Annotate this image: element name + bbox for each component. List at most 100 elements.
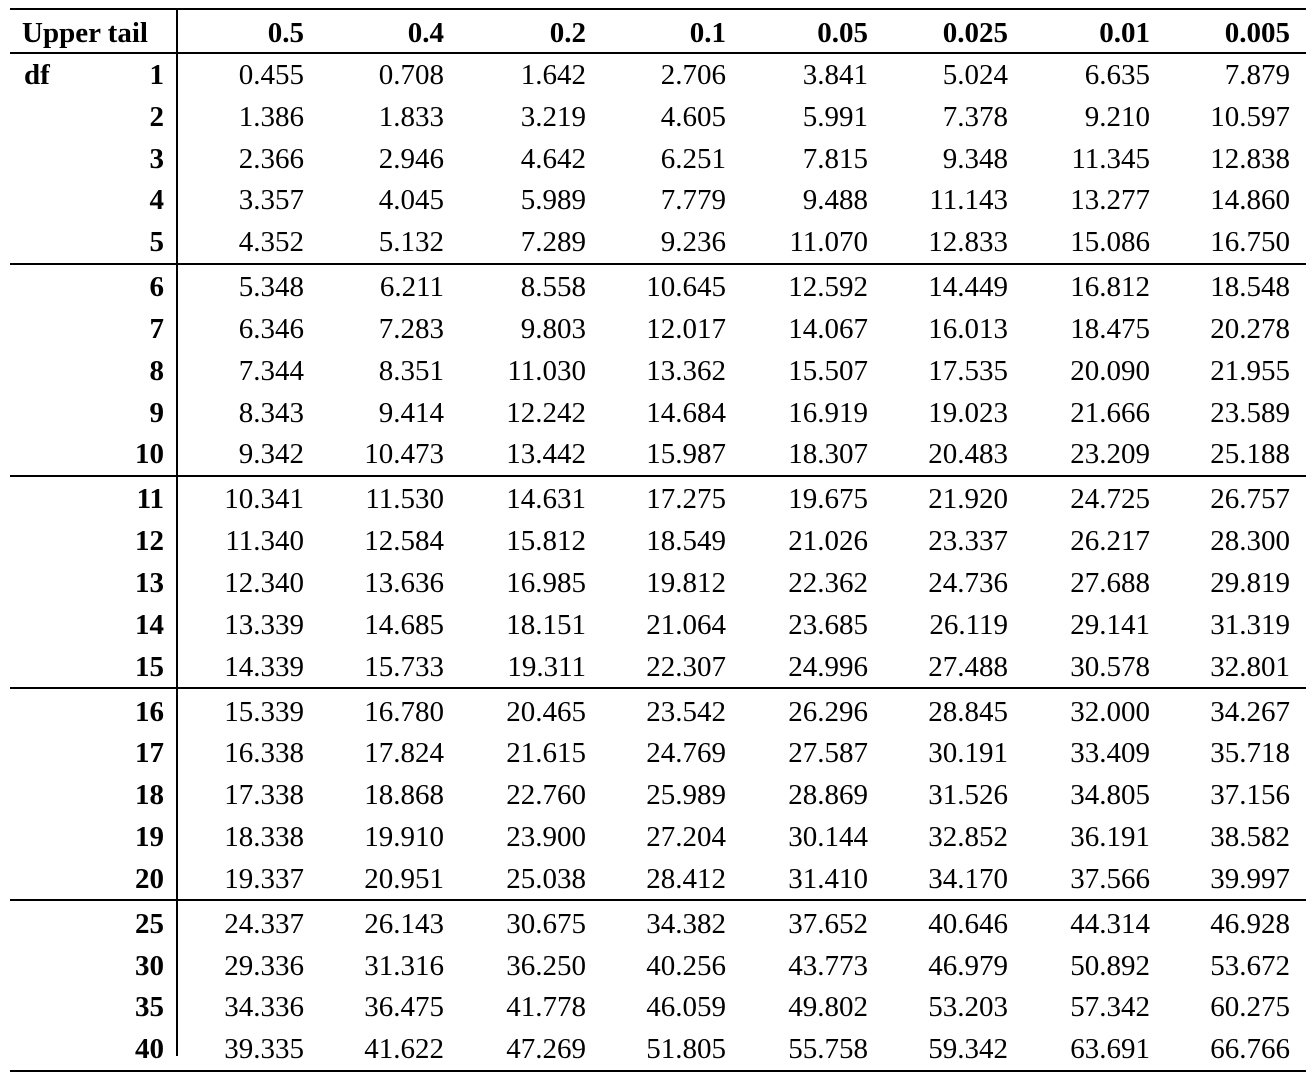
critical-value: 27.587 xyxy=(788,737,868,770)
header-row: Upper tail 0.5 0.4 0.2 0.1 0.05 0.025 0.… xyxy=(10,13,1306,53)
critical-value: 15.339 xyxy=(224,695,304,728)
critical-value: 5.989 xyxy=(520,184,586,217)
critical-value: 14.067 xyxy=(788,313,868,345)
critical-value: 10.645 xyxy=(646,271,726,304)
column-header: 0.5 xyxy=(267,17,304,49)
critical-value: 17.275 xyxy=(646,483,726,516)
df-value: 7 xyxy=(149,313,165,345)
critical-value: 0.455 xyxy=(238,59,304,91)
df-value: 13 xyxy=(135,567,164,599)
df-value: 4 xyxy=(149,184,165,217)
critical-value: 7.283 xyxy=(378,313,444,345)
critical-value: 31.526 xyxy=(928,779,1008,812)
critical-value: 23.685 xyxy=(788,608,868,641)
critical-value: 66.766 xyxy=(1210,1033,1290,1066)
df-value: 6 xyxy=(149,271,165,304)
table-row: 18 17.338 18.868 22.760 25.989 28.869 31.526 34… xyxy=(10,775,1306,815)
critical-value: 3.357 xyxy=(238,184,304,217)
critical-value: 28.845 xyxy=(928,695,1008,728)
critical-value: 6.635 xyxy=(1084,59,1150,91)
table-row: 1 0.455 0.708 1.642 2.706 3.841 5.024 6.635 7.87… xyxy=(10,55,1306,95)
table-row: 20 19.337 20.951 25.038 28.412 31.410 34.170 37… xyxy=(10,859,1306,899)
critical-value: 13.339 xyxy=(224,608,304,641)
table-row: 19 18.338 19.910 23.900 27.204 30.144 32.852 36… xyxy=(10,817,1306,857)
critical-value: 31.316 xyxy=(364,949,444,982)
critical-value: 13.362 xyxy=(646,354,726,387)
critical-value: 20.090 xyxy=(1070,354,1150,387)
critical-value: 36.250 xyxy=(506,949,586,982)
critical-value: 18.549 xyxy=(646,525,726,558)
critical-value: 21.064 xyxy=(646,608,726,641)
critical-value: 28.869 xyxy=(788,779,868,812)
critical-value: 18.475 xyxy=(1070,313,1150,345)
critical-value: 12.592 xyxy=(788,271,868,304)
df-value: 17 xyxy=(135,737,164,770)
critical-value: 37.652 xyxy=(788,907,868,940)
critical-value: 37.566 xyxy=(1070,862,1150,895)
critical-value: 13.277 xyxy=(1070,184,1150,217)
table-row: 2 1.386 1.833 3.219 4.605 5.991 7.378 9.210 10.5… xyxy=(10,97,1306,137)
table-row: 17 16.338 17.824 21.615 24.769 27.587 30.191 33… xyxy=(10,733,1306,773)
df-value: 20 xyxy=(135,862,164,895)
critical-value: 23.589 xyxy=(1210,396,1290,429)
critical-value: 20.465 xyxy=(506,695,586,728)
df-value: 5 xyxy=(149,226,165,259)
critical-value: 46.979 xyxy=(928,949,1008,982)
critical-value: 17.824 xyxy=(364,737,444,770)
critical-value: 16.985 xyxy=(506,567,586,599)
critical-value: 4.605 xyxy=(660,100,726,133)
critical-value: 29.336 xyxy=(224,949,304,982)
critical-value: 60.275 xyxy=(1210,991,1290,1024)
column-header: 0.005 xyxy=(1224,17,1290,49)
critical-value: 14.339 xyxy=(224,650,304,683)
top-rule xyxy=(10,8,1306,10)
critical-value: 11.530 xyxy=(365,483,444,516)
critical-value: 16.750 xyxy=(1210,226,1290,259)
critical-value: 29.819 xyxy=(1210,567,1290,599)
column-header: 0.4 xyxy=(407,17,444,49)
df-value: 2 xyxy=(149,100,165,133)
critical-value: 33.409 xyxy=(1070,737,1150,770)
critical-value: 14.449 xyxy=(928,271,1008,304)
table-row: 9 8.343 9.414 12.242 14.684 16.919 19.023 21.66… xyxy=(10,393,1306,433)
critical-value: 11.340 xyxy=(225,525,304,558)
critical-value: 38.582 xyxy=(1210,821,1290,853)
critical-value: 15.733 xyxy=(364,650,444,683)
critical-value: 5.132 xyxy=(378,226,444,259)
critical-value: 12.833 xyxy=(928,226,1008,259)
table-row: 15 14.339 15.733 19.311 22.307 24.996 27.488 30… xyxy=(10,647,1306,687)
critical-value: 6.346 xyxy=(238,313,304,345)
critical-value: 25.038 xyxy=(506,862,586,895)
critical-value: 25.989 xyxy=(646,779,726,812)
table-row: 12 11.340 12.584 15.812 18.549 21.026 23.337 26… xyxy=(10,521,1306,561)
critical-value: 9.488 xyxy=(802,184,868,217)
critical-value: 19.023 xyxy=(928,396,1008,429)
critical-value: 28.412 xyxy=(646,862,726,895)
critical-value: 26.143 xyxy=(364,907,444,940)
critical-value: 46.059 xyxy=(646,991,726,1024)
critical-value: 22.362 xyxy=(788,567,868,599)
critical-value: 19.337 xyxy=(224,862,304,895)
critical-value: 30.144 xyxy=(788,821,868,853)
group-rule xyxy=(10,687,1306,690)
critical-value: 11.070 xyxy=(789,226,868,259)
critical-value: 19.910 xyxy=(364,821,444,853)
critical-value: 17.338 xyxy=(224,779,304,812)
critical-value: 20.278 xyxy=(1210,313,1290,345)
critical-value: 14.631 xyxy=(506,483,586,516)
critical-value: 26.757 xyxy=(1210,483,1290,516)
critical-value: 30.675 xyxy=(506,907,586,940)
critical-value: 19.812 xyxy=(646,567,726,599)
critical-value: 8.343 xyxy=(238,396,304,429)
critical-value: 16.919 xyxy=(788,396,868,429)
df-value: 30 xyxy=(135,949,164,982)
critical-value: 25.188 xyxy=(1210,438,1290,471)
header-rule xyxy=(10,52,1306,54)
critical-value: 9.414 xyxy=(378,396,444,429)
critical-value: 7.815 xyxy=(802,142,868,175)
critical-value: 9.348 xyxy=(942,142,1008,175)
df-label: df xyxy=(24,59,50,91)
column-header: 0.05 xyxy=(817,17,868,49)
critical-value: 6.251 xyxy=(660,142,726,175)
critical-value: 36.475 xyxy=(364,991,444,1024)
